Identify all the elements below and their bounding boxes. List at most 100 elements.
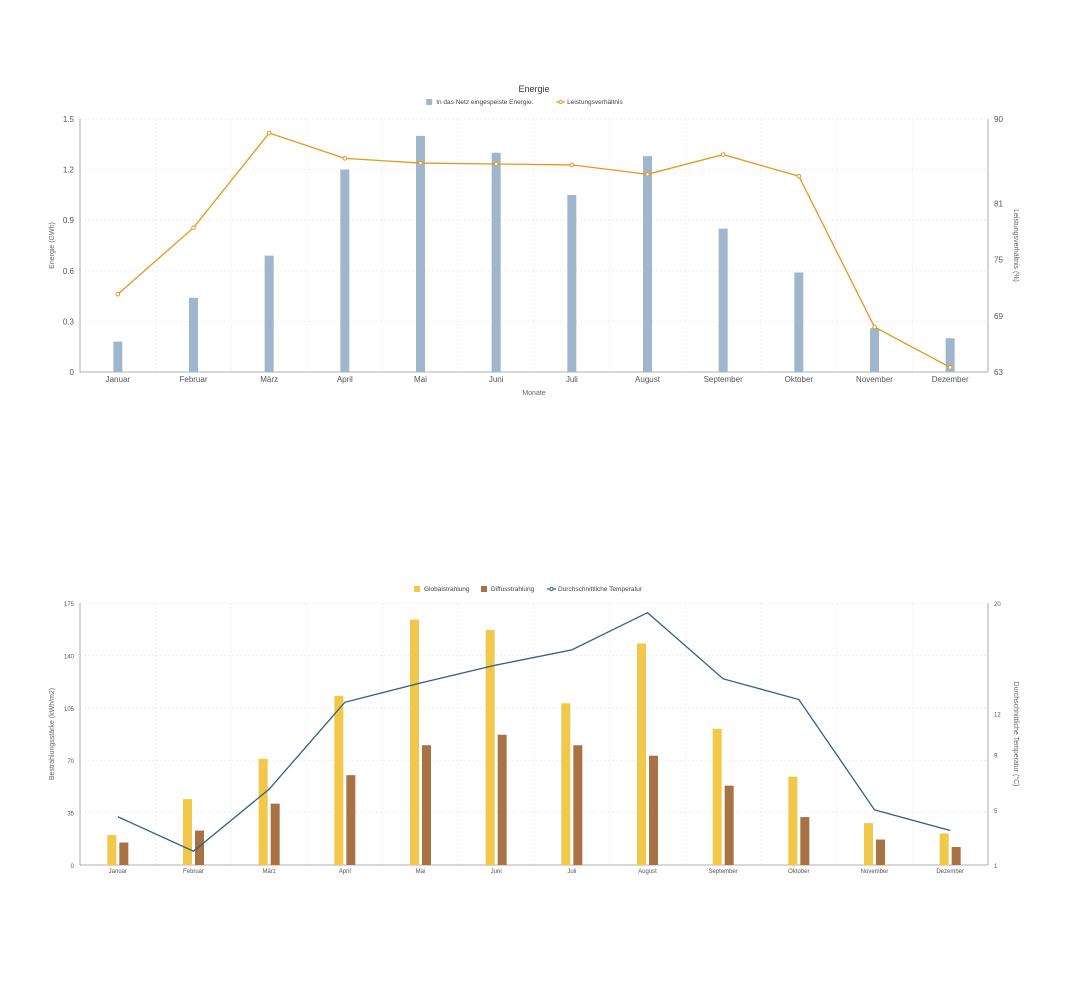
x-tick-label: März	[262, 869, 275, 875]
bar	[107, 835, 117, 865]
bar	[264, 255, 274, 372]
line-point	[569, 162, 575, 168]
bar	[794, 272, 804, 372]
x-tick-label: Juli	[566, 375, 578, 384]
bar	[491, 152, 501, 372]
bar	[113, 341, 123, 372]
x-tick-label: Juni	[489, 375, 504, 384]
chart-title: Energie	[518, 84, 549, 94]
x-tick-label: Januar	[106, 375, 131, 384]
bar	[718, 228, 728, 372]
energy-chart: 0 0.3 0.6 0.9 1.2 1.5 63 69 75 81 90 Januar Februar M…	[0, 70, 1072, 410]
bar	[258, 758, 268, 865]
x-tick-label: November	[856, 375, 893, 384]
bar	[649, 755, 658, 865]
bar	[346, 775, 356, 865]
legend-swatch	[481, 586, 487, 592]
x-tick-label: April	[339, 869, 351, 875]
x-axis-title: Monate	[522, 390, 545, 397]
line-point	[872, 324, 877, 330]
x-tick-label: Februar	[183, 869, 204, 875]
y2-tick-label: 69	[994, 312, 1003, 321]
series-line	[117, 132, 951, 368]
line-point	[796, 173, 802, 179]
y-tick-label: 1.5	[63, 115, 75, 124]
y2-tick-label: 90	[994, 115, 1003, 124]
x-tick-label: Oktober	[788, 869, 809, 875]
y-tick-label: 70	[67, 759, 74, 765]
line-point	[947, 365, 953, 370]
line-point	[418, 160, 423, 166]
bar	[712, 728, 722, 865]
y-tick-label: 0	[71, 864, 75, 870]
y2-axis-title: Leistungsverhältnis (%)	[1012, 209, 1019, 282]
line-point	[342, 156, 348, 161]
line-point	[191, 225, 196, 230]
legend-label: In das Netz eingespeiste Energie.	[436, 99, 533, 106]
bar	[800, 817, 810, 865]
x-tick-label: November	[861, 869, 889, 875]
y-tick-label: 35	[67, 812, 74, 818]
x-tick-label: September	[704, 375, 743, 384]
x-tick-label: Dezember	[932, 375, 969, 384]
bar	[573, 745, 583, 865]
bar	[724, 785, 734, 865]
x-tick-label: Dezember	[936, 869, 964, 875]
bar	[270, 803, 280, 865]
x-tick-label: September	[708, 869, 737, 875]
y2-tick-label: 5	[994, 809, 998, 815]
bar	[422, 745, 431, 865]
line-point	[115, 291, 121, 297]
bar	[637, 643, 646, 865]
y2-tick-label: 63	[994, 368, 1003, 377]
x-tick-label: Juli	[567, 869, 576, 875]
bar	[119, 842, 129, 865]
energy-chart-svg: 0 0.3 0.6 0.9 1.2 1.5 63 69 75 81 90 Januar Februar M…	[49, 84, 1019, 397]
x-tick-label: April	[337, 375, 353, 384]
line-point	[645, 171, 650, 177]
y2-tick-label: 75	[994, 256, 1003, 265]
line-point	[266, 130, 272, 136]
x-tick-label: Oktober	[785, 375, 814, 384]
y-tick-label: 0.6	[63, 267, 75, 276]
x-tick-label: Januar	[109, 869, 127, 875]
y2-tick-label: 12	[994, 712, 1001, 718]
y-tick-label: 0.3	[63, 317, 75, 326]
y-tick-label: 175	[64, 602, 75, 608]
bar	[643, 156, 652, 372]
bar	[951, 847, 961, 865]
bar	[864, 823, 873, 865]
y-axis-title: Energie (GWh)	[49, 222, 56, 269]
legend-swatch	[558, 99, 563, 105]
x-tick-label: März	[260, 375, 278, 384]
bar	[561, 703, 571, 865]
legend-swatch	[426, 99, 433, 105]
x-tick-label: Februar	[179, 375, 207, 384]
line-point	[720, 152, 726, 157]
legend-label: Globalstrahlung	[424, 586, 470, 593]
irradiation-chart-svg: 0 35 70 105 140 175 1 5 9 12 20 Januar Februar März Ap…	[49, 586, 1020, 875]
irradiation-chart: 0 35 70 105 140 175 1 5 9 12 20 Januar Februar März Ap…	[0, 570, 1072, 890]
line-point	[493, 161, 499, 167]
legend-swatch	[549, 586, 554, 592]
bar	[567, 194, 577, 372]
x-tick-label: Juni	[491, 869, 502, 875]
bar	[334, 695, 344, 865]
bar	[485, 629, 495, 865]
legend-label: Diffusstrahlung	[491, 586, 535, 593]
series-line	[117, 611, 951, 852]
y-tick-label: 105	[64, 707, 75, 713]
legend-swatch	[414, 586, 420, 592]
bar	[195, 830, 204, 865]
bar	[939, 833, 949, 865]
bar	[497, 734, 507, 865]
y-axis-title: Bestrahlungsstärke (kWh/m2)	[49, 688, 56, 780]
y2-tick-label: 20	[994, 602, 1001, 608]
bar	[340, 169, 350, 372]
x-tick-label: August	[638, 869, 657, 875]
bar	[416, 135, 425, 372]
bar	[876, 839, 885, 865]
y2-tick-label: 9	[994, 754, 998, 760]
bar	[788, 776, 798, 865]
bar	[410, 619, 419, 865]
